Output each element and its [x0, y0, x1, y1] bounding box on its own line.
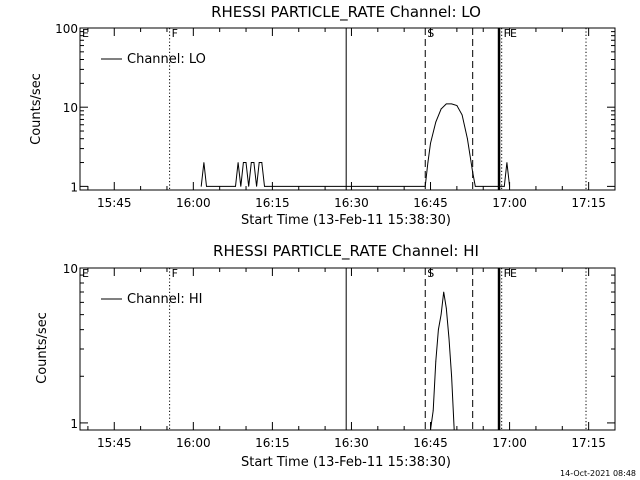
x-tick-label: 15:45 [97, 436, 132, 450]
data-point [430, 429, 431, 430]
data-point [461, 114, 463, 116]
legend-label-hi: Channel: HI [127, 292, 203, 307]
plot-title-hi: RHESSI PARTICLE_RATE Channel: HI [213, 242, 479, 261]
y-axis-label-hi: Counts/sec [35, 312, 50, 384]
data-point [438, 329, 439, 331]
timestamp: 14-Oct-2021 08:48 [560, 469, 636, 478]
data-point [472, 172, 474, 173]
data-point [206, 185, 207, 187]
y-tick-label: 1 [70, 417, 78, 431]
marker-label: S [427, 267, 434, 280]
plot-title-lo: RHESSI PARTICLE_RATE Channel: LO [211, 3, 481, 22]
data-point [456, 105, 458, 106]
marker-label: FE [504, 27, 517, 40]
data-point [261, 162, 263, 163]
data-point [451, 375, 453, 377]
data-point [443, 291, 445, 293]
data-point [235, 185, 236, 187]
x-tick-label: 16:00 [176, 436, 211, 450]
x-axis-label-hi: Start Time (13-Feb-11 15:38:30) [241, 455, 451, 470]
data-point [503, 185, 505, 187]
data-point [435, 360, 437, 362]
x-tick-label: 16:45 [413, 436, 448, 450]
data-point [240, 185, 242, 187]
data-point [445, 307, 447, 309]
data-point [474, 185, 476, 187]
x-axis-label-lo: Start Time (13-Feb-11 15:38:30) [241, 213, 451, 228]
y-tick-label: 1 [70, 180, 78, 194]
y-tick-label: 10 [63, 262, 78, 276]
legend-label-lo: Channel: LO [127, 52, 206, 67]
data-point [506, 162, 508, 163]
plot-panel-lo: RHESSI PARTICLE_RATE Channel: LO Start T… [29, 3, 616, 228]
plot-panel-hi: RHESSI PARTICLE_RATE Channel: HI Start T… [35, 242, 616, 470]
series-line [430, 291, 455, 430]
data-point [427, 162, 429, 163]
plot-frame [79, 27, 616, 191]
marker-label: E [82, 27, 89, 40]
y-tick-label: 10 [63, 101, 78, 115]
marker-label: S [427, 27, 434, 40]
x-tick-label: 16:30 [334, 436, 369, 450]
data-point [448, 338, 450, 340]
y-axis-label-lo: Counts/sec [29, 73, 44, 145]
x-tick-label: 15:45 [97, 196, 132, 210]
marker-label: F [172, 267, 178, 280]
data-point [242, 162, 244, 163]
data-point [453, 429, 455, 430]
y-tick-label: 100 [55, 22, 78, 36]
marker-label: F [172, 27, 178, 40]
marker-label: E [82, 267, 89, 280]
x-tick-label: 16:00 [176, 196, 211, 210]
data-point [440, 108, 442, 110]
data-point [200, 185, 202, 187]
data-point [424, 185, 426, 187]
data-point [467, 138, 468, 140]
data-point [253, 162, 255, 163]
data-point [435, 121, 437, 123]
data-point [245, 162, 247, 163]
data-point [451, 103, 453, 105]
x-tick-label: 17:15 [571, 436, 606, 450]
x-tick-label: 16:15 [255, 436, 290, 450]
x-tick-label: 17:00 [492, 196, 527, 210]
marker-label: FE [504, 267, 517, 280]
x-tick-label: 16:45 [413, 196, 448, 210]
data-point [432, 410, 434, 412]
data-point [250, 162, 252, 163]
data-point [509, 185, 510, 187]
data-point [440, 314, 442, 316]
x-tick-label: 16:30 [334, 196, 369, 210]
data-point [256, 185, 257, 187]
x-tick-label: 17:15 [571, 196, 606, 210]
series-line [200, 103, 511, 187]
data-point [203, 162, 205, 163]
data-point [445, 103, 447, 105]
data-point [266, 185, 268, 187]
data-point [248, 185, 250, 187]
data-point [258, 162, 260, 163]
data-point [264, 185, 265, 187]
x-tick-label: 16:15 [255, 196, 290, 210]
data-point [430, 142, 431, 144]
data-point [237, 162, 239, 163]
x-tick-label: 17:00 [492, 436, 527, 450]
